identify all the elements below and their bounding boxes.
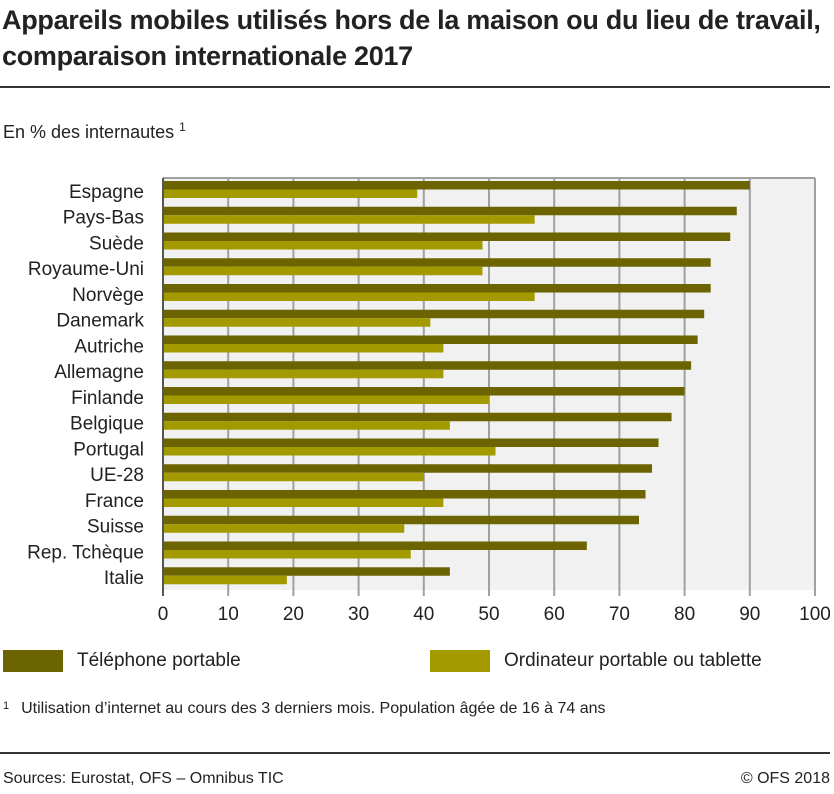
legend-item-laptop: Ordinateur portable ou tablette bbox=[430, 650, 762, 672]
bar-laptop bbox=[163, 241, 483, 250]
bar-phone bbox=[163, 309, 705, 319]
bar-laptop bbox=[163, 344, 444, 353]
legend-label-laptop: Ordinateur portable ou tablette bbox=[504, 650, 762, 671]
bar-phone bbox=[163, 361, 692, 370]
category-label: Italie bbox=[104, 568, 144, 589]
bar-phone bbox=[163, 567, 450, 576]
legend-label-phone: Téléphone portable bbox=[77, 650, 241, 671]
category-label: Finlande bbox=[71, 388, 144, 409]
category-label: Pays-Bas bbox=[63, 208, 144, 229]
bar-phone bbox=[163, 181, 750, 190]
x-tick-label: 100 bbox=[799, 604, 831, 625]
x-tick-label: 60 bbox=[544, 604, 565, 625]
bar-laptop bbox=[163, 395, 489, 404]
copyright-text: © OFS 2018 bbox=[740, 770, 830, 787]
bar-phone bbox=[163, 412, 672, 422]
category-label: UE-28 bbox=[90, 465, 144, 486]
chart-subtitle: En % des internautes 1 bbox=[3, 120, 186, 143]
subtitle-text: En % des internautes bbox=[3, 122, 175, 142]
bar-phone bbox=[163, 258, 711, 267]
category-label: France bbox=[85, 491, 144, 512]
chart-title: Appareils mobiles utilisés hors de la ma… bbox=[2, 5, 821, 71]
category-label: Danemark bbox=[56, 311, 144, 332]
x-tick-label: 90 bbox=[739, 604, 760, 625]
x-tick-label: 80 bbox=[674, 604, 695, 625]
category-label: Royaume-Uni bbox=[28, 259, 144, 280]
bar-phone bbox=[163, 232, 731, 241]
bar-phone bbox=[163, 515, 639, 525]
footer-divider bbox=[0, 752, 830, 754]
footnote-text: Utilisation d’internet au cours des 3 de… bbox=[21, 700, 606, 717]
plot-area: 0 10 20 30 40 50 60 70 80 90 100 Espagne Pays-Bas Suè… bbox=[27, 177, 831, 625]
bar-laptop bbox=[163, 472, 424, 482]
source-text: Sources: Eurostat, OFS – Omnibus TIC bbox=[3, 770, 284, 787]
category-label: Norvège bbox=[72, 285, 144, 306]
x-tick-label: 50 bbox=[478, 604, 499, 625]
category-label: Allemagne bbox=[54, 362, 144, 383]
bar-laptop bbox=[163, 550, 411, 559]
x-tick-label: 40 bbox=[413, 604, 434, 625]
subtitle-footnote-ref: 1 bbox=[179, 120, 186, 134]
bar-phone bbox=[163, 541, 587, 550]
footnote-mark: 1 bbox=[3, 700, 10, 712]
bar-laptop bbox=[163, 498, 444, 507]
bar-laptop bbox=[163, 575, 287, 585]
bar-laptop bbox=[163, 318, 431, 327]
category-label: Suisse bbox=[87, 517, 144, 538]
x-tick-label: 70 bbox=[609, 604, 630, 625]
legend-swatch-laptop bbox=[430, 650, 490, 672]
x-tick-label: 0 bbox=[158, 604, 169, 625]
bar-laptop bbox=[163, 292, 535, 301]
category-label: Suède bbox=[89, 233, 144, 254]
bar-laptop bbox=[163, 215, 535, 224]
category-label: Portugal bbox=[73, 439, 144, 460]
x-tick-label: 10 bbox=[218, 604, 239, 625]
bar-phone bbox=[163, 206, 737, 216]
x-tick-label: 20 bbox=[283, 604, 304, 625]
bar-phone bbox=[163, 490, 646, 499]
category-label: Rep. Tchèque bbox=[27, 542, 144, 563]
bar-phone bbox=[163, 387, 685, 396]
bar-phone bbox=[163, 438, 659, 447]
bar-laptop bbox=[163, 266, 483, 276]
bar-phone bbox=[163, 335, 698, 344]
title-divider bbox=[0, 86, 830, 88]
footnote: 1 Utilisation d’internet au cours des 3 d… bbox=[3, 700, 605, 718]
bar-laptop bbox=[163, 369, 444, 379]
legend-swatch-phone bbox=[3, 650, 63, 672]
legend-item-phone: Téléphone portable bbox=[3, 650, 241, 672]
category-label: Espagne bbox=[69, 182, 144, 203]
bar-phone bbox=[163, 464, 652, 473]
bar-laptop bbox=[163, 189, 418, 198]
category-label: Autriche bbox=[74, 336, 144, 357]
bar-phone bbox=[163, 284, 711, 293]
bar-laptop bbox=[163, 447, 496, 456]
category-label: Belgique bbox=[70, 414, 144, 435]
bar-laptop bbox=[163, 524, 405, 533]
bar-laptop bbox=[163, 421, 450, 430]
x-tick-label: 30 bbox=[348, 604, 369, 625]
